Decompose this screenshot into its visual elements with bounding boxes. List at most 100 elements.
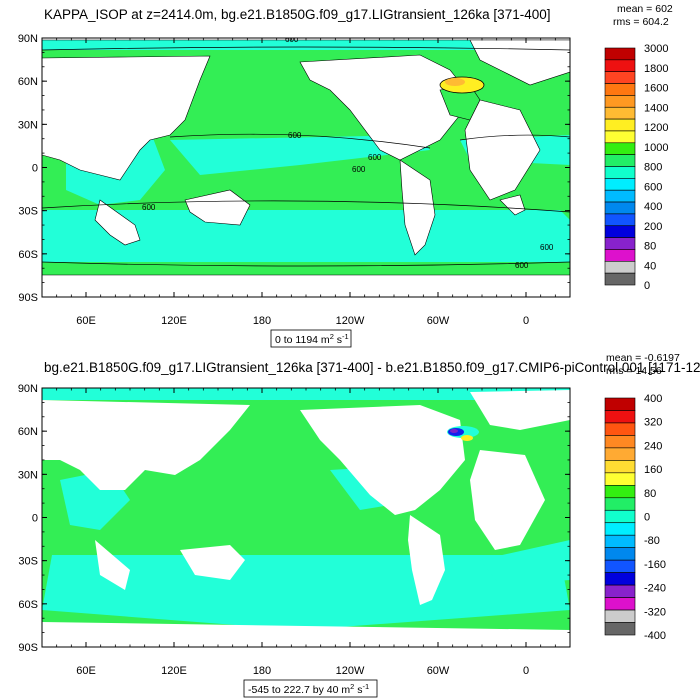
lat-tick-label: 60S — [18, 599, 38, 611]
colorbar-swatch — [604, 178, 636, 191]
colorbar-label: 3000 — [644, 43, 668, 55]
colorbar-swatch — [604, 547, 636, 561]
range-note-box: -545 to 222.7 by 40 m2 s-1 — [243, 679, 378, 698]
contour-label: 600 — [285, 35, 299, 44]
colorbar-swatch — [604, 142, 636, 155]
contour-labels: 600 600 600 600 600 600 600 — [142, 35, 554, 270]
contour-label: 600 — [368, 153, 382, 162]
colorbar-label: -240 — [644, 583, 666, 595]
lat-tick-label: 30N — [18, 469, 38, 481]
colorbar-swatch — [604, 559, 636, 573]
colorbar-label: 0 — [644, 280, 650, 292]
lon-tick-label: 0 — [523, 665, 529, 677]
colorbar-label: 240 — [644, 440, 662, 452]
colorbar-swatch — [604, 272, 636, 286]
stat-mean: mean = 602 — [617, 3, 673, 15]
lat-tick-label: 60S — [18, 249, 38, 261]
lon-tick-label: 180 — [253, 315, 271, 327]
lon-tick-label: 60E — [76, 315, 96, 327]
lat-tick-label: 30S — [18, 556, 38, 568]
colorbar-swatch — [604, 95, 636, 108]
colorbar-label: 1200 — [644, 122, 668, 134]
land-masses — [42, 390, 570, 647]
colorbar-label: 0 — [644, 512, 650, 524]
colorbar-label: -400 — [644, 630, 666, 642]
map-top: 600 600 600 600 600 600 600 — [42, 35, 570, 297]
colorbar-swatch — [604, 472, 636, 486]
lat-tick-label: 0 — [32, 513, 38, 525]
range-note: -545 to 222.7 by 40 m — [248, 684, 350, 696]
contour-label: 600 — [142, 203, 156, 212]
stat-rms: rms = 14.56 — [606, 365, 662, 377]
stat-rms: rms = 604.2 — [613, 16, 669, 28]
lat-tick-label: 90N — [18, 33, 38, 45]
panel-top: KAPPA_ISOP at z=2414.0m, bg.e21.B1850G.f… — [18, 3, 673, 348]
colorbar-swatch — [604, 509, 636, 524]
colorbar-swatch — [604, 225, 636, 238]
lat-tick-label: 30N — [18, 119, 38, 131]
colorbar-label: 80 — [644, 488, 656, 500]
colorbar-swatch — [604, 154, 636, 167]
colorbar-swatch — [604, 397, 636, 411]
lon-tick-label: 60W — [427, 315, 450, 327]
map-bottom — [42, 388, 570, 647]
colorbar-label: 1000 — [644, 142, 668, 154]
axes-bottom: 90N 60N 30N 0 30S 60S 90S 60E 120E 180 120W 60W 0 — [18, 383, 571, 677]
svg-text:-545 to 222.7 by 40 m2 s-1: -545 to 222.7 by 40 m2 s-1 — [248, 682, 369, 696]
colorbar-swatch — [604, 106, 636, 120]
colorbar-swatch — [604, 237, 636, 250]
colorbar-label: 160 — [644, 464, 662, 476]
colorbar-label: 1600 — [644, 83, 668, 95]
lat-tick-label: 90S — [18, 642, 38, 654]
colorbar-swatch — [604, 609, 636, 623]
colorbar-swatch — [604, 584, 636, 598]
colorbar-swatch — [604, 597, 636, 611]
lon-tick-label: 120W — [336, 315, 365, 327]
colorbar-label: 80 — [644, 241, 656, 253]
colorbar-swatch — [604, 622, 636, 636]
colorbar-swatch — [604, 83, 636, 96]
colorbar-swatch — [604, 47, 636, 61]
lat-tick-label: 60N — [18, 76, 38, 88]
colorbar-label: 400 — [644, 201, 662, 213]
colorbar-swatch — [604, 189, 636, 203]
labrador-anomaly — [447, 426, 479, 441]
contour-label: 600 — [515, 261, 529, 270]
svg-text:0 to 1194 m2 s-1: 0 to 1194 m2 s-1 — [275, 332, 349, 346]
colorbar-swatch — [604, 213, 636, 227]
colorbar-label: 40 — [644, 260, 656, 272]
lon-tick-label: 120W — [336, 665, 365, 677]
panel-title: KAPPA_ISOP at z=2414.0m, bg.e21.B1850G.f… — [44, 7, 550, 22]
colorbar-swatch — [604, 460, 636, 474]
stat-mean: mean = -0.6197 — [606, 352, 680, 364]
colorbar-label: 1400 — [644, 102, 668, 114]
colorbar-swatch — [604, 249, 636, 262]
colorbar-label: 200 — [644, 221, 662, 233]
colorbar-swatch — [604, 118, 636, 132]
colorbar-bottom: 400 320 240 160 80 0 -80 -160 -240 -320 -400 — [604, 393, 666, 642]
colorbar-swatch — [604, 534, 636, 548]
lon-tick-label: 60W — [427, 665, 450, 677]
colorbar-swatch — [604, 260, 636, 274]
colorbar-swatch — [604, 422, 636, 436]
lat-tick-label: 30S — [18, 206, 38, 218]
colorbar-label: -320 — [644, 606, 666, 618]
contour-label: 600 — [288, 131, 302, 140]
colorbar-label: -80 — [644, 535, 660, 547]
lat-tick-label: 60N — [18, 426, 38, 438]
colorbar-label: -160 — [644, 559, 666, 571]
colorbar-label: 400 — [644, 393, 662, 405]
lon-tick-label: 0 — [523, 315, 529, 327]
lon-tick-label: 120E — [161, 665, 187, 677]
colorbar-swatch — [604, 435, 636, 449]
contour-lines — [42, 46, 570, 267]
contour-label: 600 — [352, 165, 366, 174]
range-note-box: 0 to 1194 m2 s-1 — [270, 329, 352, 348]
colorbar-swatch — [604, 522, 636, 536]
colorbar-swatch — [604, 572, 636, 586]
colorbar-label: 600 — [644, 181, 662, 193]
axes-top: 90N 60N 30N 0 30S 60S 90S 60E 120E 180 120W 60W 0 — [18, 33, 571, 327]
colorbar-top: 3000180016001400120010008006004002008040… — [604, 43, 668, 292]
lat-tick-label: 0 — [32, 163, 38, 175]
